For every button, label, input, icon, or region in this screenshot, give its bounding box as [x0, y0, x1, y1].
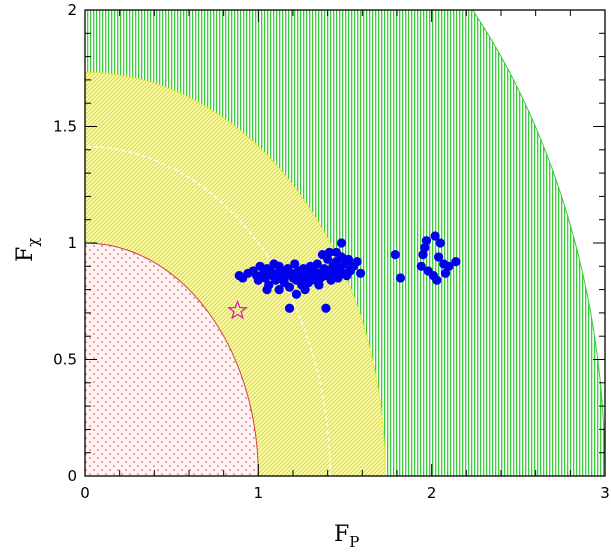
- shaded-regions: [85, 10, 605, 476]
- reference-curve: [85, 145, 331, 476]
- data-point: [440, 268, 451, 278]
- data-point: [274, 285, 284, 295]
- y-tick-label: 0: [67, 467, 77, 485]
- data-point: [434, 252, 444, 262]
- data-point: [356, 268, 366, 278]
- data-point: [420, 243, 430, 253]
- reference-curves: [85, 145, 331, 476]
- data-point: [323, 254, 333, 264]
- data-point: [255, 261, 265, 271]
- data-point: [343, 254, 354, 264]
- y-tick-label: 2: [67, 1, 77, 19]
- data-point: [430, 231, 440, 241]
- y-axis-title: Fχ: [13, 238, 42, 262]
- data-point: [290, 259, 300, 269]
- star-point: [227, 299, 248, 320]
- data-point: [304, 278, 314, 288]
- region-inner: [85, 243, 259, 476]
- data-point: [336, 238, 347, 248]
- data-point: [418, 250, 428, 260]
- data-point: [253, 275, 263, 285]
- data-point: [451, 257, 461, 267]
- x-tick-label: 1: [254, 484, 264, 502]
- data-point: [291, 289, 302, 299]
- data-point: [324, 247, 334, 257]
- data-point: [321, 303, 331, 313]
- region-inner-edge: [85, 242, 259, 476]
- x-tick-label: 0: [80, 484, 90, 502]
- data-point: [300, 285, 310, 295]
- x-axis-title: FP: [334, 522, 359, 551]
- data-point: [432, 275, 442, 285]
- data-point: [260, 273, 270, 283]
- data-point: [331, 247, 341, 257]
- region-middle-edge: [85, 71, 386, 476]
- data-point: [352, 257, 362, 267]
- data-point: [416, 261, 426, 271]
- axis-ticks: [84, 9, 606, 477]
- y-tick-label: 0.5: [53, 351, 77, 369]
- data-point: [444, 261, 454, 271]
- y-tick-label: 1.5: [53, 118, 77, 136]
- tick-labels: 0 1 2 3 0 0.5 1 1.5 2: [53, 1, 610, 502]
- data-point: [312, 259, 322, 269]
- data-point: [314, 280, 324, 290]
- data-point: [395, 273, 406, 283]
- data-point: [262, 285, 272, 295]
- data-point: [326, 275, 336, 285]
- x-tick-label: 3: [600, 484, 610, 502]
- data-point: [390, 250, 400, 260]
- data-points: [227, 231, 461, 320]
- data-point: [435, 238, 445, 248]
- y-tick-label: 1: [67, 234, 77, 252]
- data-point: [421, 236, 432, 246]
- x-tick-label: 2: [427, 484, 437, 502]
- data-point: [284, 282, 295, 292]
- data-point: [284, 303, 295, 313]
- region-outer-edge: [471, 10, 605, 476]
